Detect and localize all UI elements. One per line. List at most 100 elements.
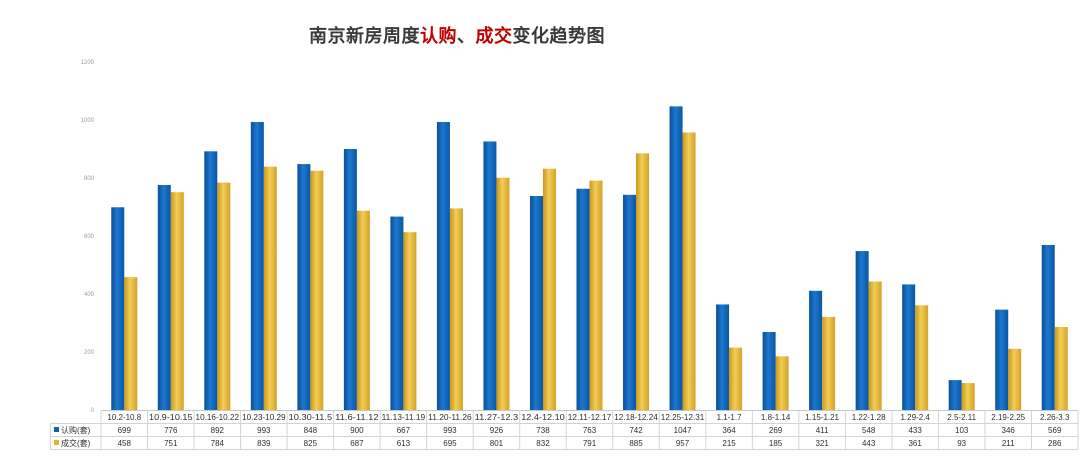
subscription-value: 569 <box>1048 426 1062 435</box>
bar-subscription-17 <box>902 284 916 410</box>
category-label: 1.1-1.7 <box>717 413 742 422</box>
transaction-value: 93 <box>957 439 966 448</box>
category-label: 11.6-11.12 <box>335 413 379 422</box>
category-label: 12.18-12.24 <box>614 413 658 422</box>
title-part-subscription: 认购 <box>420 26 457 46</box>
category-label: 1.22-1.28 <box>852 413 886 422</box>
transaction-value: 687 <box>350 439 364 448</box>
bar-transaction-0 <box>124 277 138 410</box>
category-label: 10.30-11.5 <box>289 413 333 422</box>
transaction-value: 801 <box>490 439 504 448</box>
bar-transaction-9 <box>542 168 556 410</box>
bar-subscription-1 <box>157 184 171 410</box>
data-table: 10.2-10.8 10.9-10.15 10.16-10.22 10.23-10.2… <box>50 410 1079 450</box>
subscription-value: 103 <box>955 426 969 435</box>
bar-transaction-11 <box>636 153 650 410</box>
bar-transaction-6 <box>403 232 417 410</box>
title-part-prefix: 南京新房周度 <box>309 26 420 46</box>
category-label: 2.26-3.3 <box>1040 413 1070 422</box>
transaction-value: 751 <box>164 439 178 448</box>
subscription-value: 900 <box>350 426 364 435</box>
category-label: 1.15-1.21 <box>805 413 839 422</box>
bar-subscription-5 <box>343 149 357 410</box>
bar-subscription-6 <box>390 216 404 410</box>
subscription-value: 993 <box>257 426 271 435</box>
bar-subscription-18 <box>948 380 962 410</box>
transaction-value: 361 <box>908 439 922 448</box>
category-label: 2.19-2.25 <box>991 413 1025 422</box>
legend-swatch <box>54 440 59 445</box>
transaction-value: 215 <box>722 439 736 448</box>
bar-subscription-11 <box>623 194 637 410</box>
bar-subscription-7 <box>436 122 450 410</box>
bar-subscription-8 <box>483 141 497 410</box>
subscription-value: 1047 <box>674 426 692 435</box>
bar-subscription-0 <box>111 207 125 410</box>
subscription-value: 667 <box>397 426 411 435</box>
transaction-value: 458 <box>118 439 132 448</box>
subscription-value: 346 <box>1002 426 1016 435</box>
bar-transaction-4 <box>310 170 324 410</box>
category-label: 2.5-2.11 <box>947 413 976 422</box>
bar-series-group <box>111 106 1068 411</box>
bar-subscription-13 <box>716 304 730 410</box>
category-label: 10.2-10.8 <box>107 413 141 422</box>
bar-subscription-16 <box>855 251 869 410</box>
bar-subscription-10 <box>576 188 590 410</box>
legend-swatch <box>54 427 59 432</box>
bar-transaction-3 <box>263 166 277 410</box>
subscription-value: 548 <box>862 426 876 435</box>
bar-subscription-4 <box>297 164 311 410</box>
transaction-value: 443 <box>862 439 876 448</box>
subscription-value: 848 <box>304 426 318 435</box>
bar-subscription-3 <box>250 122 264 410</box>
category-label: 1.29-2.4 <box>900 413 930 422</box>
transaction-value: 695 <box>443 439 457 448</box>
bar-subscription-19 <box>995 309 1009 410</box>
category-label: 12.11-12.17 <box>568 413 612 422</box>
transaction-value: 185 <box>769 439 783 448</box>
y-axis: 0 200 400 600 800 1000 1200 <box>81 60 95 414</box>
transaction-value: 286 <box>1048 439 1062 448</box>
category-label: 11.27-12.3 <box>475 413 519 422</box>
bar-transaction-13 <box>729 347 743 410</box>
category-label: 11.13-11.19 <box>382 413 426 422</box>
bar-subscription-12 <box>669 106 683 411</box>
subscription-value: 892 <box>211 426 225 435</box>
transaction-value: 832 <box>536 439 550 448</box>
subscription-value: 364 <box>722 426 736 435</box>
bar-transaction-7 <box>449 208 463 410</box>
bar-subscription-2 <box>204 151 218 410</box>
y-tick-label: 1200 <box>81 60 95 66</box>
bar-transaction-8 <box>496 177 510 410</box>
bar-transaction-15 <box>822 316 836 410</box>
bar-transaction-2 <box>217 182 231 410</box>
title-part-suffix: 变化趋势图 <box>512 26 605 46</box>
y-tick-label: 0 <box>91 408 95 414</box>
bar-subscription-20 <box>1041 244 1055 410</box>
chart-title: 南京新房周度认购、成交变化趋势图 <box>0 22 914 48</box>
bar-transaction-19 <box>1008 348 1022 410</box>
legend-label: 认购(套) <box>61 425 91 435</box>
y-tick-label: 400 <box>84 292 95 298</box>
bar-transaction-10 <box>589 180 603 410</box>
bar-transaction-14 <box>775 356 789 410</box>
transaction-value: 885 <box>629 439 643 448</box>
transaction-value: 784 <box>211 439 225 448</box>
category-label: 12.4-12.10 <box>521 413 565 422</box>
bar-transaction-5 <box>356 210 370 410</box>
bar-transaction-17 <box>915 305 929 410</box>
legend-label: 成交(套) <box>61 438 91 448</box>
bar-transaction-18 <box>961 383 975 410</box>
bar-subscription-15 <box>809 290 823 410</box>
subscription-value: 776 <box>164 426 178 435</box>
subscription-value: 269 <box>769 426 783 435</box>
transaction-value: 613 <box>397 439 411 448</box>
category-label: 10.23-10.29 <box>242 413 286 422</box>
transaction-value: 791 <box>583 439 597 448</box>
category-label: 10.9-10.15 <box>149 413 193 422</box>
subscription-value: 926 <box>490 426 504 435</box>
bar-transaction-12 <box>682 132 696 410</box>
subscription-value: 411 <box>816 426 829 435</box>
